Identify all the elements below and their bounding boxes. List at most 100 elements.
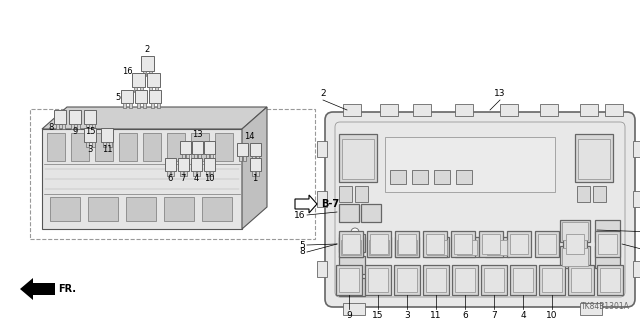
Bar <box>149 87 152 92</box>
Text: 8: 8 <box>300 248 305 256</box>
Bar <box>566 234 584 254</box>
Bar <box>577 186 590 202</box>
Text: B-7: B-7 <box>321 199 339 209</box>
Bar <box>580 104 598 116</box>
Bar <box>560 246 590 268</box>
Bar <box>397 240 417 255</box>
Bar <box>542 268 562 292</box>
Bar <box>252 156 255 161</box>
Bar <box>123 103 126 108</box>
Polygon shape <box>242 107 267 229</box>
Bar <box>47 133 65 161</box>
Bar <box>243 156 246 161</box>
Bar <box>605 104 623 116</box>
Bar <box>178 158 189 171</box>
Bar <box>633 141 640 157</box>
Bar <box>192 141 203 154</box>
Text: 5: 5 <box>116 93 121 101</box>
Bar <box>484 268 504 292</box>
Bar <box>129 103 132 108</box>
Circle shape <box>399 276 411 288</box>
Text: 7: 7 <box>180 174 186 183</box>
Bar <box>595 220 620 242</box>
Bar <box>317 141 327 157</box>
Bar <box>482 234 500 254</box>
Bar <box>343 104 361 116</box>
Bar <box>339 278 365 296</box>
Text: 5: 5 <box>300 241 305 249</box>
Bar <box>339 204 359 222</box>
Bar <box>147 73 160 87</box>
Bar <box>317 261 327 277</box>
Bar <box>165 158 176 171</box>
Bar <box>341 240 361 255</box>
Bar <box>204 141 215 154</box>
Bar <box>193 171 196 176</box>
Bar <box>143 133 161 161</box>
Bar <box>132 73 145 87</box>
Bar <box>191 158 202 171</box>
Text: 4: 4 <box>193 174 198 183</box>
Bar <box>171 171 174 176</box>
Text: 8: 8 <box>49 122 54 131</box>
Bar <box>342 234 360 254</box>
Bar <box>571 268 591 292</box>
Bar <box>50 197 80 221</box>
Bar <box>580 303 602 315</box>
Bar <box>535 231 559 257</box>
Bar <box>370 234 388 254</box>
Bar <box>126 197 156 221</box>
Bar <box>143 103 146 108</box>
Bar <box>71 133 89 161</box>
Polygon shape <box>295 195 317 213</box>
Text: 2: 2 <box>320 89 326 98</box>
Text: 11: 11 <box>102 145 112 154</box>
Bar <box>237 143 248 156</box>
Bar <box>369 240 389 255</box>
Bar <box>434 170 450 184</box>
Bar <box>510 234 528 254</box>
Bar <box>343 303 365 315</box>
Bar <box>395 231 419 257</box>
Text: 13: 13 <box>494 89 506 98</box>
Text: 13: 13 <box>192 130 202 139</box>
Text: 6: 6 <box>167 174 173 183</box>
Bar <box>540 104 558 116</box>
Bar <box>454 234 472 254</box>
Text: 3: 3 <box>87 145 93 154</box>
Bar <box>398 234 416 254</box>
Bar <box>598 234 617 254</box>
Bar <box>167 133 185 161</box>
Bar <box>109 142 112 147</box>
Bar <box>355 186 368 202</box>
Bar <box>539 265 565 295</box>
Bar <box>86 124 89 129</box>
Polygon shape <box>42 129 242 229</box>
Bar <box>427 240 447 255</box>
Text: 16: 16 <box>122 66 133 76</box>
Bar <box>155 87 158 92</box>
Bar <box>336 265 362 295</box>
Bar <box>633 191 640 207</box>
Bar <box>182 154 185 159</box>
Bar <box>455 104 473 116</box>
Bar <box>215 133 233 161</box>
Bar <box>339 256 365 274</box>
Bar <box>250 158 261 171</box>
Bar <box>84 128 96 142</box>
Bar <box>339 231 363 257</box>
Bar <box>538 234 556 254</box>
Bar <box>595 231 620 257</box>
Bar <box>395 237 419 257</box>
Bar <box>149 90 161 103</box>
Bar <box>186 154 189 159</box>
Bar <box>30 109 315 239</box>
Text: 6: 6 <box>462 311 468 319</box>
Bar <box>339 234 365 252</box>
Bar <box>423 231 447 257</box>
Bar <box>204 158 215 171</box>
Bar <box>365 265 391 295</box>
Bar <box>239 156 242 161</box>
Bar <box>140 87 143 92</box>
Bar <box>210 154 213 159</box>
